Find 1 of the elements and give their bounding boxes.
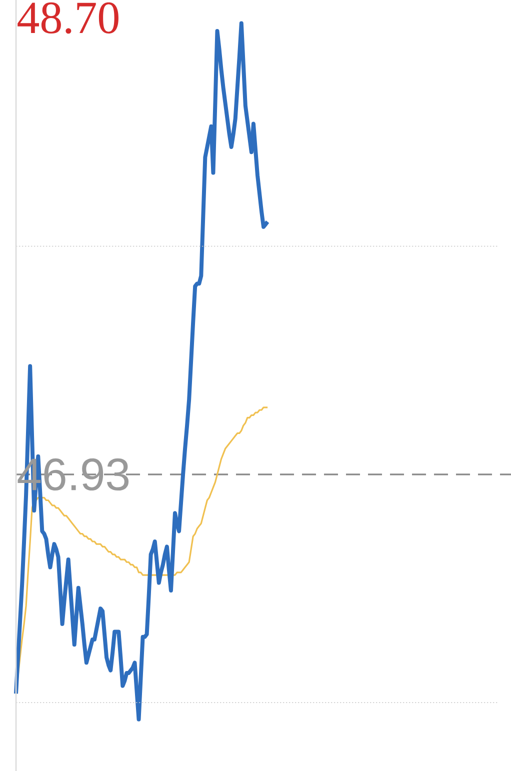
y-tick-label: 48.70	[18, 2, 118, 34]
